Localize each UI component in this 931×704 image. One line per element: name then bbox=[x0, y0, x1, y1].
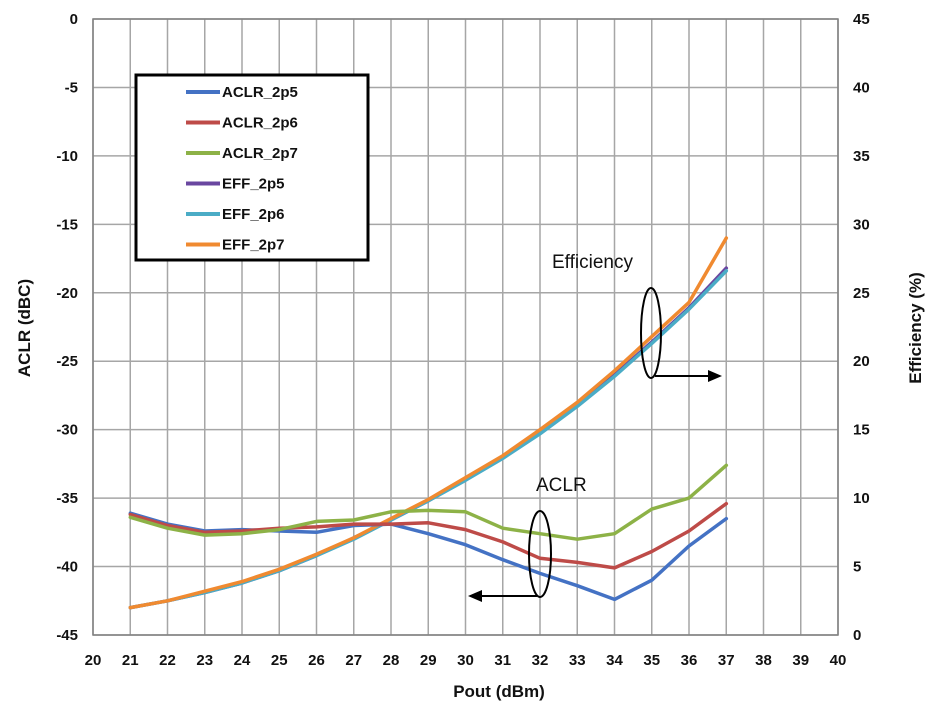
y2-tick-label: 25 bbox=[853, 285, 870, 302]
y-axis-title: ACLR (dBC) bbox=[15, 279, 34, 377]
x-tick-label: 30 bbox=[457, 652, 474, 669]
efficiency-annotation: Efficiency bbox=[552, 252, 633, 273]
x-tick-label: 33 bbox=[569, 652, 586, 669]
x-tick-label: 24 bbox=[234, 652, 251, 669]
y2-tick-labels: 45 40 35 30 25 20 15 10 5 0 bbox=[853, 11, 870, 644]
x-tick-label: 31 bbox=[494, 652, 511, 669]
y-tick-label: -5 bbox=[65, 79, 78, 96]
x-tick-label: 22 bbox=[159, 652, 176, 669]
aclr-arrow-head bbox=[468, 590, 482, 602]
x-tick-label: 36 bbox=[681, 652, 698, 669]
x-tick-label: 21 bbox=[122, 652, 139, 669]
x-tick-label: 37 bbox=[718, 652, 735, 669]
x-axis-title: Pout (dBm) bbox=[453, 682, 545, 701]
x-tick-label: 34 bbox=[606, 652, 623, 669]
x-tick-label: 28 bbox=[383, 652, 400, 669]
y-tick-label: -10 bbox=[56, 148, 78, 165]
plot-frame bbox=[92, 18, 839, 636]
y2-tick-label: 0 bbox=[853, 627, 861, 644]
y-tick-label: -15 bbox=[56, 216, 78, 233]
y2-tick-label: 15 bbox=[853, 422, 870, 439]
series-layer bbox=[128, 236, 729, 610]
series-line-aclr-2p6 bbox=[128, 501, 729, 570]
y2-tick-label: 40 bbox=[853, 79, 870, 96]
x-tick-label: 26 bbox=[308, 652, 325, 669]
x-tick-label: 25 bbox=[271, 652, 288, 669]
y2-axis-title: Efficiency (%) bbox=[906, 272, 925, 383]
y2-tick-label: 5 bbox=[853, 559, 861, 576]
x-tick-label: 27 bbox=[345, 652, 362, 669]
x-tick-labels: 20 21 22 23 24 25 26 27 28 29 30 31 32 33 34 35 36 37 38 39… bbox=[85, 652, 847, 669]
y2-tick-label: 30 bbox=[853, 216, 870, 233]
legend-label: ACLR_2p7 bbox=[222, 145, 298, 162]
legend: ACLR_2p5 ACLR_2p6 ACLR_2p7 EFF_2p5 EFF_2p6 EF… bbox=[134, 73, 370, 262]
y-tick-label: -35 bbox=[56, 490, 78, 507]
aclr-marker-ellipse bbox=[528, 510, 552, 598]
series-line-aclr-2p7 bbox=[128, 463, 729, 541]
x-tick-label: 38 bbox=[755, 652, 772, 669]
legend-label: ACLR_2p5 bbox=[222, 84, 298, 101]
y2-tick-label: 35 bbox=[853, 148, 870, 165]
plot-border bbox=[92, 18, 839, 636]
legend-label: EFF_2p6 bbox=[222, 206, 285, 223]
y-tick-label: -20 bbox=[56, 285, 78, 302]
efficiency-marker-ellipse bbox=[640, 287, 662, 379]
x-tick-label: 35 bbox=[643, 652, 660, 669]
series-line-eff-2p7 bbox=[128, 236, 729, 610]
legend-label: ACLR_2p6 bbox=[222, 115, 298, 132]
x-tick-label: 23 bbox=[196, 652, 213, 669]
y-tick-label: -45 bbox=[56, 627, 78, 644]
y-tick-label: -30 bbox=[56, 422, 78, 439]
y2-tick-label: 10 bbox=[853, 490, 870, 507]
efficiency-arrow-head bbox=[708, 370, 722, 382]
x-tick-label: 32 bbox=[532, 652, 549, 669]
x-tick-label: 29 bbox=[420, 652, 437, 669]
y2-tick-label: 20 bbox=[853, 353, 870, 370]
y2-tick-label: 45 bbox=[853, 11, 870, 28]
x-tick-label: 39 bbox=[792, 652, 809, 669]
legend-box bbox=[134, 73, 370, 262]
y-tick-label: -40 bbox=[56, 559, 78, 576]
aclr-annotation: ACLR bbox=[536, 475, 587, 496]
y-tick-label: 0 bbox=[70, 11, 78, 28]
legend-label: EFF_2p7 bbox=[222, 237, 285, 254]
annotations: Efficiency ACLR bbox=[468, 252, 722, 602]
y-tick-labels: 0 -5 -10 -15 -20 -25 -30 -35 -40 -45 bbox=[56, 11, 78, 644]
legend-label: EFF_2p5 bbox=[222, 176, 285, 193]
x-tick-label: 20 bbox=[85, 652, 102, 669]
y-tick-label: -25 bbox=[56, 353, 78, 370]
x-tick-label: 40 bbox=[830, 652, 847, 669]
